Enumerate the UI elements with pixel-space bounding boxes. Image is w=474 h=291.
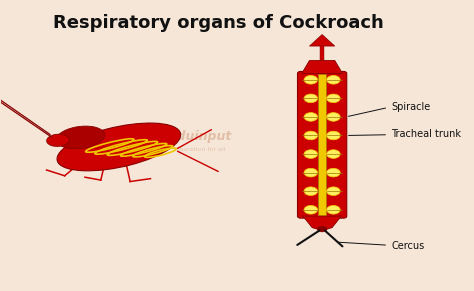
- Ellipse shape: [304, 150, 318, 158]
- Ellipse shape: [57, 123, 181, 171]
- Ellipse shape: [46, 134, 69, 146]
- Ellipse shape: [327, 113, 340, 121]
- Ellipse shape: [304, 113, 318, 121]
- Ellipse shape: [56, 126, 105, 149]
- Ellipse shape: [327, 75, 340, 84]
- Ellipse shape: [327, 150, 340, 158]
- Ellipse shape: [327, 131, 340, 140]
- Ellipse shape: [327, 168, 340, 177]
- Ellipse shape: [304, 205, 318, 214]
- Ellipse shape: [304, 187, 318, 196]
- Polygon shape: [310, 35, 335, 46]
- Text: Spiracle: Spiracle: [348, 102, 430, 116]
- Text: Respiratory organs of Cockroach: Respiratory organs of Cockroach: [53, 14, 383, 32]
- Text: Cercus: Cercus: [338, 241, 424, 251]
- Text: Tracheal trunk: Tracheal trunk: [348, 129, 461, 139]
- Text: Eduinput: Eduinput: [168, 130, 232, 143]
- FancyBboxPatch shape: [298, 71, 347, 218]
- Ellipse shape: [304, 131, 318, 140]
- Ellipse shape: [317, 226, 327, 232]
- Polygon shape: [302, 61, 342, 73]
- Ellipse shape: [304, 94, 318, 103]
- Bar: [320, 46, 324, 61]
- Bar: [318, 74, 326, 215]
- Ellipse shape: [304, 75, 318, 84]
- Polygon shape: [303, 216, 341, 230]
- Ellipse shape: [327, 187, 340, 196]
- Ellipse shape: [304, 168, 318, 177]
- Ellipse shape: [327, 94, 340, 103]
- Ellipse shape: [327, 205, 340, 214]
- Text: Education for all: Education for all: [174, 147, 226, 152]
